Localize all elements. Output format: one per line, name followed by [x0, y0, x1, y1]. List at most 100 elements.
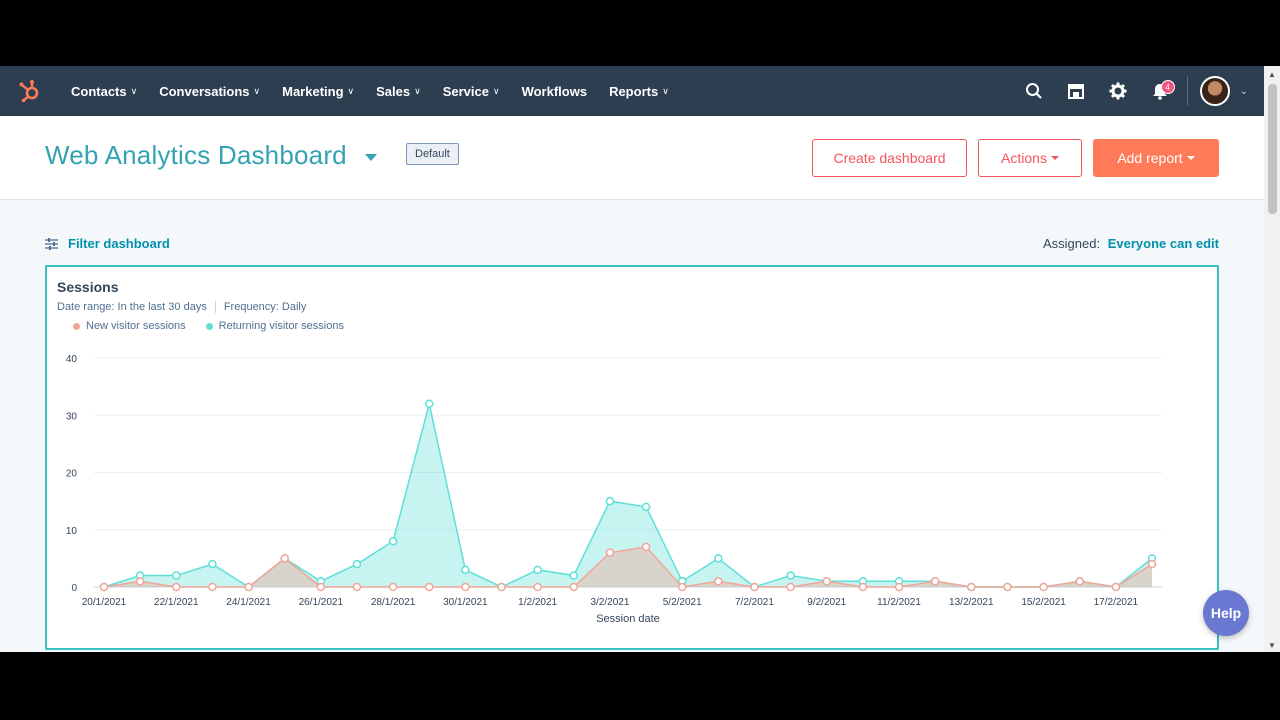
legend-item[interactable]: New visitor sessions	[73, 320, 186, 332]
nav-item-reports[interactable]: Reports ∨	[598, 66, 680, 116]
chart-legend: New visitor sessions Returning visitor se…	[73, 320, 364, 332]
data-point	[858, 582, 868, 592]
chevron-down-icon: ∨	[253, 85, 261, 96]
x-tick-label: 13/2/2021	[949, 597, 994, 608]
nav-item-service[interactable]: Service ∨	[432, 66, 511, 116]
data-point	[894, 582, 904, 592]
search-icon[interactable]	[1013, 66, 1055, 116]
data-point	[352, 559, 362, 569]
caret-down-icon	[1186, 156, 1195, 160]
data-point	[822, 577, 832, 586]
scroll-thumb[interactable]	[1268, 84, 1277, 214]
filter-dashboard-label: Filter dashboard	[68, 236, 170, 251]
y-tick-label: 30	[66, 411, 78, 422]
data-point	[172, 571, 181, 580]
legend-item[interactable]: Returning visitor sessions	[205, 320, 344, 332]
scroll-up-icon[interactable]: ▲	[1268, 70, 1276, 79]
nav-item-workflows[interactable]: Workflows	[511, 66, 599, 116]
report-title[interactable]: Sessions	[57, 279, 119, 295]
x-tick-label: 7/2/2021	[735, 597, 774, 608]
data-point	[135, 577, 145, 586]
frequency: Frequency: Daily	[223, 301, 307, 313]
filter-dashboard-button[interactable]: Filter dashboard	[45, 236, 170, 251]
add-report-label: Add report	[1117, 150, 1183, 166]
data-point	[208, 559, 217, 569]
data-point	[641, 502, 651, 512]
nav-item-label: Marketing	[282, 83, 344, 99]
data-point	[99, 582, 109, 592]
data-point	[1147, 559, 1157, 569]
avatar[interactable]	[1199, 76, 1230, 106]
sessions-report-card[interactable]: Sessions Date range: In the last 30 days…	[45, 265, 1219, 650]
x-tick-label: 15/2/2021	[1021, 597, 1066, 608]
data-point	[1111, 582, 1121, 592]
marketplace-icon[interactable]	[1055, 66, 1097, 116]
chevron-down-icon: ∨	[130, 85, 138, 96]
page-title[interactable]: Web Analytics Dashboard	[45, 140, 347, 170]
sprocket-logo-icon[interactable]	[0, 66, 60, 116]
legend-label: Returning visitor sessions	[218, 320, 344, 332]
help-button[interactable]: Help	[1203, 590, 1249, 636]
assigned-permission-link[interactable]: Everyone can edit	[1107, 236, 1219, 251]
nav-menu: Contacts ∨ Conversations ∨ Marketing ∨ Sales ∨ S…	[60, 66, 680, 116]
series-line	[103, 546, 1153, 588]
data-point	[1075, 577, 1084, 586]
default-badge: Default	[406, 143, 459, 165]
data-point	[569, 582, 579, 592]
page-scrollbar[interactable]: ▲ ▼	[1264, 66, 1280, 652]
legend-dot-icon	[205, 322, 213, 330]
data-point	[641, 542, 651, 552]
nav-item-conversations[interactable]: Conversations ∨	[148, 66, 271, 116]
bell-icon[interactable]: 4	[1139, 66, 1181, 116]
chevron-down-icon[interactable]: ⌄	[1239, 85, 1248, 97]
x-tick-label: 1/2/2021	[518, 597, 557, 608]
dashboard-header: Web Analytics Dashboard Default Create d…	[0, 116, 1264, 200]
filter-sliders-icon	[45, 237, 58, 250]
report-meta: Date range: In the last 30 days Frequenc…	[57, 301, 306, 313]
nav-item-label: Service	[442, 83, 489, 99]
x-tick-label: 24/1/2021	[226, 597, 271, 608]
data-point	[280, 554, 289, 563]
data-point	[172, 582, 181, 592]
nav-item-label: Sales	[376, 83, 411, 99]
data-point	[424, 399, 434, 409]
nav-utilities: 4 ⌄	[1013, 66, 1264, 116]
y-tick-label: 20	[66, 469, 78, 480]
nav-divider	[1186, 76, 1188, 106]
data-point	[244, 582, 253, 592]
data-point	[677, 582, 687, 592]
x-tick-label: 17/2/2021	[1094, 597, 1139, 608]
y-tick-label: 0	[71, 583, 77, 594]
legend-label: New visitor sessions	[86, 320, 186, 332]
create-dashboard-label: Create dashboard	[833, 150, 946, 166]
date-range: Date range: In the last 30 days	[57, 301, 207, 313]
y-tick-label: 10	[66, 526, 78, 537]
data-point	[352, 582, 362, 592]
nav-item-contacts[interactable]: Contacts ∨	[60, 66, 148, 116]
data-point	[461, 582, 470, 592]
caret-down-icon[interactable]	[365, 154, 377, 161]
scroll-down-icon[interactable]: ▼	[1268, 641, 1276, 650]
nav-item-label: Contacts	[71, 83, 127, 99]
assigned-info: Assigned: Everyone can edit	[1043, 236, 1219, 251]
data-point	[750, 582, 759, 592]
actions-button[interactable]: Actions	[978, 139, 1082, 177]
actions-label: Actions	[1001, 150, 1047, 166]
data-point	[497, 582, 506, 592]
data-point	[714, 577, 723, 586]
data-point	[605, 496, 615, 506]
x-tick-label: 26/1/2021	[299, 597, 344, 608]
nav-item-sales[interactable]: Sales ∨	[365, 66, 432, 116]
assigned-label: Assigned:	[1043, 236, 1101, 251]
x-tick-label: 9/2/2021	[807, 597, 846, 608]
x-tick-label: 28/1/2021	[371, 597, 416, 608]
create-dashboard-button[interactable]: Create dashboard	[812, 139, 967, 177]
add-report-button[interactable]: Add report	[1093, 139, 1219, 177]
data-point	[424, 582, 434, 592]
top-navigation: Contacts ∨ Conversations ∨ Marketing ∨ Sales ∨ S…	[0, 66, 1264, 116]
gear-icon[interactable]	[1097, 66, 1139, 116]
data-point	[967, 582, 976, 592]
data-point	[316, 582, 326, 592]
data-point	[714, 554, 723, 563]
nav-item-marketing[interactable]: Marketing ∨	[271, 66, 365, 116]
